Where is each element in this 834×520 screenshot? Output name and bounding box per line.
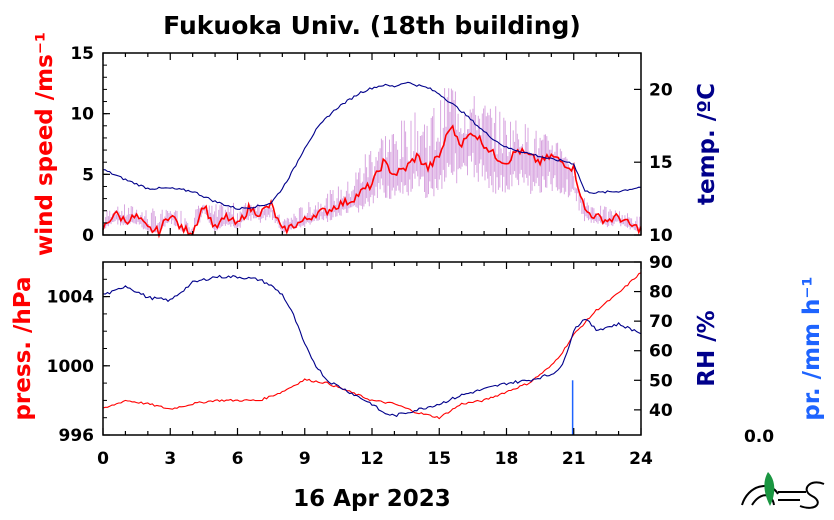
y-left-tick-label: 5	[82, 165, 94, 185]
pressure-series-line	[102, 272, 642, 420]
y-left-tick-label: 0	[82, 226, 94, 246]
y-right-tick-label: 70	[649, 312, 673, 332]
y-left-axis-label: press. /hPa	[10, 276, 36, 420]
date-label: 16 Apr 2023	[293, 486, 451, 512]
x-tick-label: 6	[232, 449, 244, 469]
x-tick-label: 24	[629, 449, 653, 469]
x-tick-label: 18	[495, 449, 519, 469]
x-tick-label: 0	[97, 449, 109, 469]
wind-temp-panel: 0 5 10 15 10 15 20 wind speed /ms⁻¹ temp. /ºC	[32, 32, 720, 256]
y-left-tick-label: 1000	[47, 357, 94, 377]
chart-title: Fukuoka Univ. (18th building)	[163, 11, 581, 40]
y-left-tick-label: 1004	[47, 288, 94, 308]
pressure-rh-panel: 0 3 6 9 12 15 18 21 24 996 1000 1004 40 50 60 70 80 90 pre…	[10, 253, 825, 469]
x-tick-label: 15	[427, 449, 451, 469]
y-left-tick-label: 10	[70, 105, 94, 125]
y-extra-axis-label: pr. /mm h⁻¹	[799, 276, 825, 420]
plot-frame	[102, 52, 642, 236]
temp-series-line	[102, 81, 642, 210]
y-left-tick-label: 15	[70, 44, 94, 64]
y-right-tick-label: 90	[649, 253, 673, 273]
institution-logo	[741, 472, 825, 509]
x-tick-label: 3	[164, 449, 176, 469]
plot-frame	[102, 261, 642, 436]
x-tick-label: 21	[562, 449, 586, 469]
y-right-axis-label: RH /%	[694, 310, 720, 386]
y-right-tick-label: 40	[649, 401, 673, 421]
y-right-tick-label: 20	[649, 80, 673, 100]
precip-value: 0.0	[744, 427, 774, 447]
x-tick-label: 12	[360, 449, 384, 469]
y-right-tick-label: 15	[649, 153, 673, 173]
y-right-tick-label: 80	[649, 283, 673, 303]
y-right-tick-label: 50	[649, 371, 673, 391]
rh-series-line	[102, 274, 642, 418]
y-left-tick-label: 996	[59, 426, 95, 446]
y-right-axis-label: temp. /ºC	[694, 83, 720, 205]
x-tick-label: 9	[299, 449, 311, 469]
y-right-tick-label: 10	[649, 226, 673, 246]
y-right-tick-label: 60	[649, 342, 673, 362]
y-left-axis-label: wind speed /ms⁻¹	[32, 32, 58, 256]
